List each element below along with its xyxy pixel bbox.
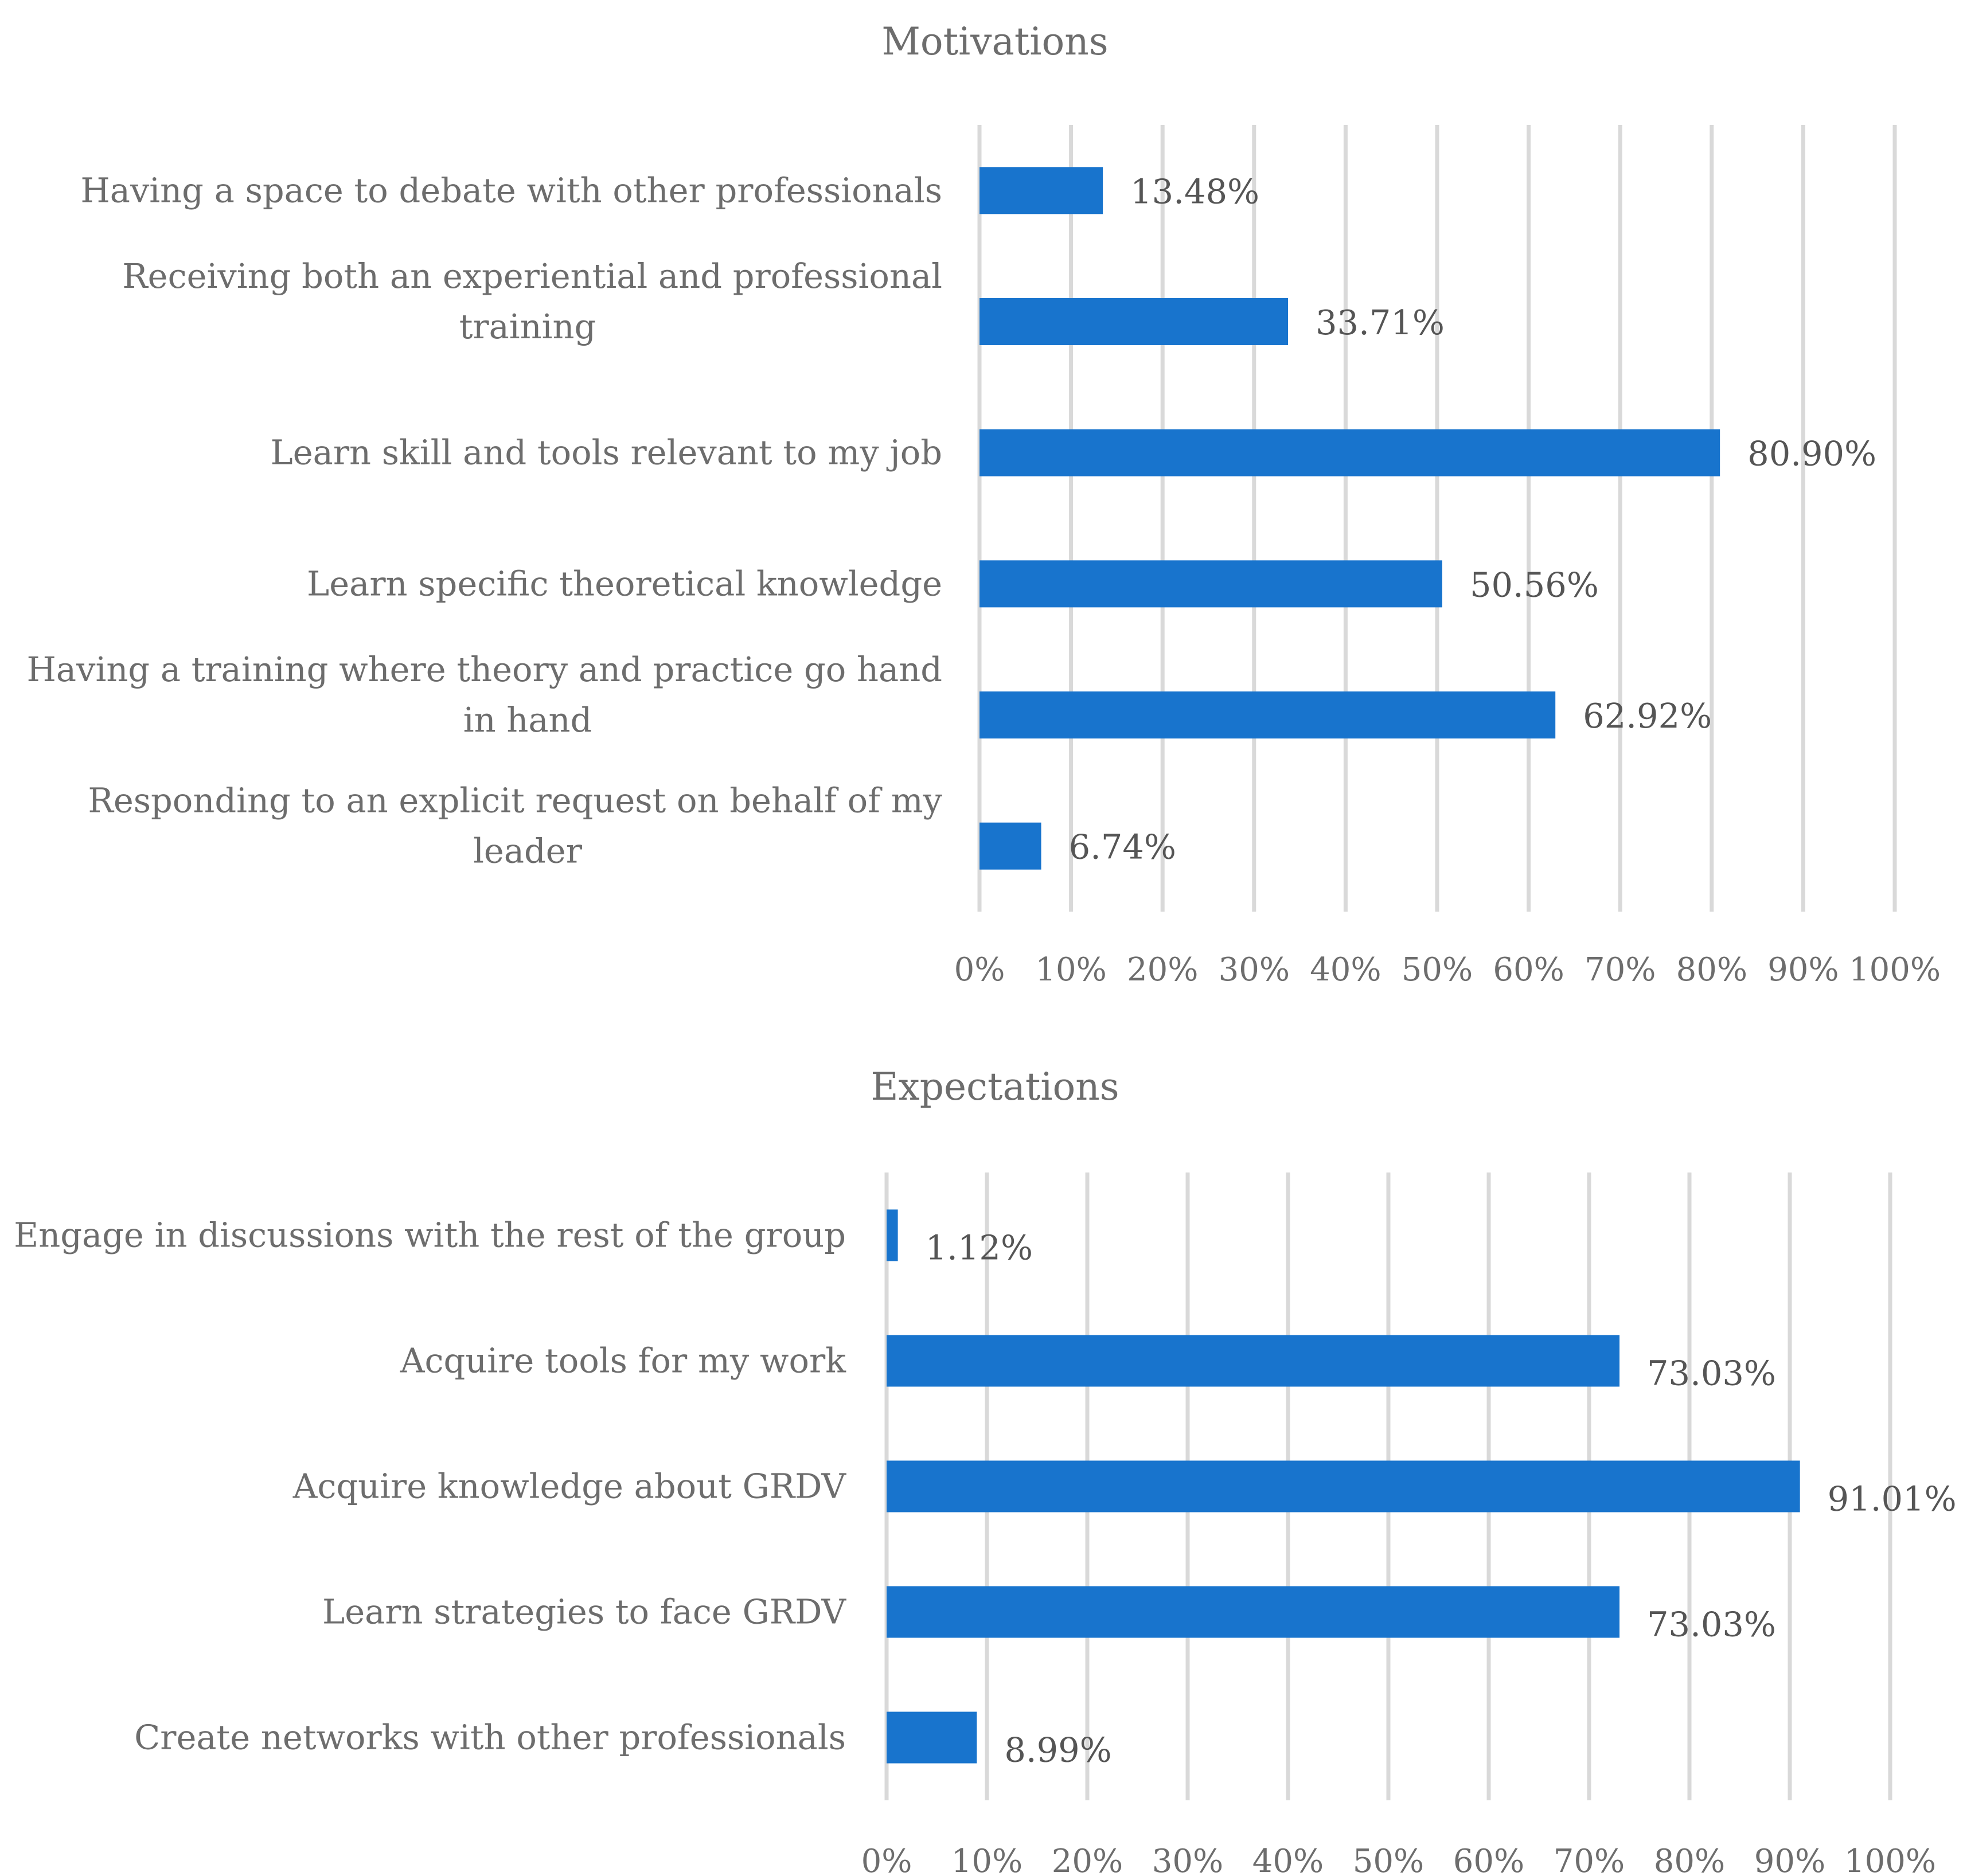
chart-title: Expectations (871, 1065, 1119, 1109)
x-tick-label: 30% (1152, 1843, 1223, 1876)
category-label: Acquire knowledge about GRDV (292, 1467, 847, 1506)
x-tick-label: 50% (1402, 951, 1473, 988)
x-tick-label: 40% (1252, 1843, 1324, 1876)
x-tick-label: 100% (1844, 1843, 1936, 1876)
bar (887, 1335, 1620, 1387)
category-label: Create networks with other professionals (134, 1718, 846, 1757)
bar (979, 429, 1720, 476)
x-tick-label: 50% (1353, 1843, 1424, 1876)
category-label: Having a training where theory and pract… (26, 650, 942, 740)
category-label: Receiving both an experiential and profe… (122, 256, 942, 346)
x-tick-label: 20% (1052, 1843, 1123, 1876)
x-tick-label: 80% (1654, 1843, 1725, 1876)
x-tick-label: 90% (1767, 951, 1839, 988)
bar (979, 691, 1556, 738)
category-label-line: Responding to an explicit request on beh… (88, 781, 942, 820)
chart-title: Motivations (881, 19, 1108, 64)
data-label: 33.71% (1316, 303, 1445, 342)
category-label: Having a space to debate with other prof… (80, 170, 942, 210)
data-label: 62.92% (1583, 696, 1712, 736)
data-label: 13.48% (1130, 171, 1259, 211)
bar (887, 1711, 977, 1764)
x-tick-label: 40% (1310, 951, 1381, 988)
data-label: 50.56% (1470, 565, 1599, 604)
x-tick-label: 60% (1493, 951, 1564, 988)
expectations-chart: Expectations 0% 10% 20% 30% 40% 50% 60% 70% 80% 90… (14, 1065, 1956, 1876)
bar (979, 560, 1442, 608)
category-label-line: Receiving both an experiential and profe… (122, 256, 942, 296)
category-label-line: leader (473, 831, 583, 871)
x-tick-label: 100% (1849, 951, 1941, 988)
motivations-chart: Motivations 0% 10% 20% 30% 40% 50% 60% 70% 80% 90%… (26, 19, 1941, 988)
category-label-line: in hand (463, 700, 592, 740)
category-label: Acquire tools for my work (400, 1341, 846, 1381)
bar (887, 1209, 898, 1261)
category-label-line: Having a training where theory and pract… (26, 650, 942, 689)
x-tick-label: 70% (1585, 951, 1656, 988)
x-tick-label: 10% (951, 1843, 1023, 1876)
x-tick-label: 70% (1554, 1843, 1625, 1876)
data-label: 1.12% (926, 1228, 1033, 1268)
data-label: 8.99% (1004, 1730, 1111, 1770)
category-label: Learn specific theoretical knowledge (307, 564, 942, 603)
x-tick-label: 20% (1127, 951, 1198, 988)
category-label: Responding to an explicit request on beh… (88, 781, 942, 871)
bar (887, 1586, 1620, 1638)
bar (979, 822, 1041, 870)
data-label: 73.03% (1647, 1605, 1776, 1644)
bar (887, 1460, 1800, 1512)
data-label: 6.74% (1069, 827, 1176, 867)
x-tick-label: 60% (1453, 1843, 1524, 1876)
category-label: Learn strategies to face GRDV (322, 1592, 846, 1632)
data-label: 73.03% (1647, 1354, 1776, 1393)
data-label: 91.01% (1828, 1479, 1957, 1519)
bar (979, 167, 1103, 214)
category-label: Engage in discussions with the rest of t… (14, 1216, 846, 1255)
x-tick-label: 30% (1219, 951, 1290, 988)
data-label: 80.90% (1747, 434, 1876, 474)
x-tick-label: 0% (954, 951, 1005, 988)
x-tick-label: 80% (1676, 951, 1747, 988)
x-tick-label: 10% (1035, 951, 1106, 988)
bar (979, 298, 1289, 345)
x-tick-label: 0% (861, 1843, 912, 1876)
category-label-line: training (459, 307, 596, 346)
category-label: Learn skill and tools relevant to my job (271, 433, 942, 472)
x-tick-label: 90% (1754, 1843, 1825, 1876)
